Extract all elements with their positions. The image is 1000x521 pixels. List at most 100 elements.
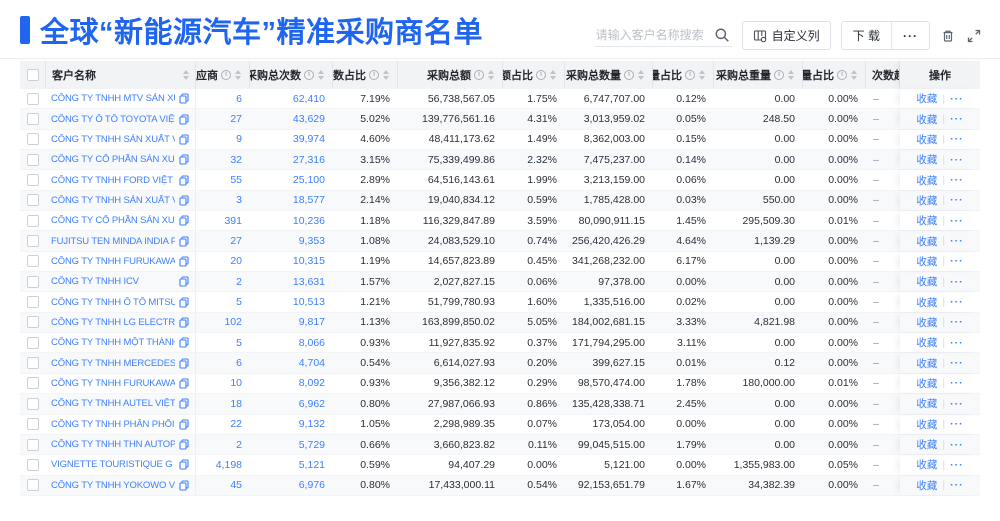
supplier-count-link[interactable]: 5 bbox=[236, 296, 242, 309]
row-checkbox[interactable] bbox=[27, 438, 39, 451]
supplier-count-link[interactable]: 4,198 bbox=[215, 458, 242, 471]
col-header-customer-name[interactable]: 客户名称 bbox=[46, 61, 196, 89]
info-icon[interactable]: i bbox=[221, 70, 231, 80]
info-icon[interactable]: i bbox=[685, 70, 695, 80]
favorite-button[interactable]: 收藏 bbox=[916, 296, 938, 309]
col-header-qty-pct[interactable]: 数量占比 i bbox=[653, 61, 714, 89]
purchase-times-link[interactable]: 8,092 bbox=[298, 377, 325, 390]
supplier-count-link[interactable]: 55 bbox=[230, 174, 242, 187]
row-checkbox[interactable] bbox=[27, 377, 39, 390]
copy-icon[interactable] bbox=[179, 398, 189, 409]
supplier-count-link[interactable]: 20 bbox=[230, 255, 242, 268]
row-checkbox[interactable] bbox=[27, 174, 39, 187]
copy-icon[interactable] bbox=[179, 337, 189, 348]
customer-name-link[interactable]: CÔNG TY TNHH MERCEDES–B... bbox=[51, 357, 175, 369]
customer-name-link[interactable]: VIGNETTE TOURISTIQUE G UNI... bbox=[51, 459, 175, 471]
row-more-button[interactable]: ··· bbox=[950, 113, 964, 126]
col-header-supplier[interactable]: 供应商 i bbox=[196, 61, 250, 89]
purchase-times-link[interactable]: 13,631 bbox=[292, 275, 325, 288]
info-icon[interactable]: i bbox=[837, 70, 847, 80]
favorite-button[interactable]: 收藏 bbox=[916, 113, 938, 126]
supplier-count-link[interactable]: 32 bbox=[230, 153, 242, 166]
purchase-times-link[interactable]: 10,236 bbox=[292, 214, 325, 227]
copy-icon[interactable] bbox=[179, 419, 189, 430]
copy-icon[interactable] bbox=[179, 358, 189, 369]
copy-icon[interactable] bbox=[179, 256, 189, 267]
copy-icon[interactable] bbox=[179, 195, 189, 206]
row-more-button[interactable]: ··· bbox=[950, 194, 964, 207]
sort-icon[interactable] bbox=[488, 70, 494, 80]
col-header-purchase-times[interactable]: 采购总次数 i bbox=[250, 61, 333, 89]
favorite-button[interactable]: 收藏 bbox=[916, 439, 938, 452]
row-checkbox[interactable] bbox=[27, 397, 39, 410]
row-more-button[interactable]: ··· bbox=[950, 397, 964, 410]
info-icon[interactable]: i bbox=[624, 70, 634, 80]
customer-name-link[interactable]: CÔNG TY TNHH SẢN XUẤT VÀ ... bbox=[51, 194, 175, 206]
row-more-button[interactable]: ··· bbox=[950, 214, 964, 227]
customer-name-link[interactable]: CÔNG TY TNHH ICV bbox=[51, 276, 139, 288]
favorite-button[interactable]: 收藏 bbox=[916, 133, 938, 146]
col-header-times-pct[interactable]: 次数占比 i bbox=[333, 61, 398, 89]
row-more-button[interactable]: ··· bbox=[950, 418, 964, 431]
fullscreen-icon[interactable] bbox=[966, 28, 982, 44]
supplier-count-link[interactable]: 27 bbox=[230, 113, 242, 126]
copy-icon[interactable] bbox=[179, 297, 189, 308]
row-checkbox[interactable] bbox=[27, 194, 39, 207]
sort-icon[interactable] bbox=[638, 70, 644, 80]
info-icon[interactable]: i bbox=[474, 70, 484, 80]
row-more-button[interactable]: ··· bbox=[950, 92, 964, 105]
row-more-button[interactable]: ··· bbox=[950, 458, 964, 471]
purchase-times-link[interactable]: 5,729 bbox=[298, 438, 325, 451]
favorite-button[interactable]: 收藏 bbox=[916, 276, 938, 289]
customer-name-link[interactable]: CÔNG TY CỔ PHẦN SẢN XUẤT... bbox=[51, 154, 175, 166]
customer-name-link[interactable]: CÔNG TY TNHH SẢN XUẤT VÀ ... bbox=[51, 133, 175, 145]
sort-icon[interactable] bbox=[550, 70, 556, 80]
supplier-count-link[interactable]: 6 bbox=[236, 357, 242, 370]
row-checkbox[interactable] bbox=[27, 296, 39, 309]
favorite-button[interactable]: 收藏 bbox=[916, 398, 938, 411]
supplier-count-link[interactable]: 3 bbox=[236, 194, 242, 207]
supplier-count-link[interactable]: 102 bbox=[224, 316, 242, 329]
favorite-button[interactable]: 收藏 bbox=[916, 459, 938, 472]
purchase-times-link[interactable]: 6,962 bbox=[298, 397, 325, 410]
copy-icon[interactable] bbox=[179, 236, 189, 247]
customer-name-link[interactable]: CÔNG TY TNHH AUTEL VIỆT N... bbox=[51, 398, 175, 410]
supplier-count-link[interactable]: 391 bbox=[224, 214, 242, 227]
purchase-times-link[interactable]: 9,132 bbox=[298, 418, 325, 431]
download-more-button[interactable]: ··· bbox=[891, 22, 929, 49]
favorite-button[interactable]: 收藏 bbox=[916, 93, 938, 106]
favorite-button[interactable]: 收藏 bbox=[916, 316, 938, 329]
col-header-amount-pct[interactable]: 总额占比 i bbox=[503, 61, 565, 89]
search-input[interactable] bbox=[595, 28, 714, 42]
purchase-times-link[interactable]: 9,353 bbox=[298, 235, 325, 248]
row-more-button[interactable]: ··· bbox=[950, 377, 964, 390]
col-header-trend[interactable]: 次数趋势 bbox=[866, 61, 900, 89]
row-checkbox[interactable] bbox=[27, 214, 39, 227]
info-icon[interactable]: i bbox=[304, 70, 314, 80]
purchase-times-link[interactable]: 9,817 bbox=[298, 316, 325, 329]
customer-name-link[interactable]: CÔNG TY TNHH YOKOWO VIỆT... bbox=[51, 479, 175, 491]
info-icon[interactable]: i bbox=[536, 70, 546, 80]
supplier-count-link[interactable]: 45 bbox=[230, 479, 242, 492]
favorite-button[interactable]: 收藏 bbox=[916, 235, 938, 248]
row-checkbox[interactable] bbox=[27, 275, 39, 288]
favorite-button[interactable]: 收藏 bbox=[916, 194, 938, 207]
favorite-button[interactable]: 收藏 bbox=[916, 357, 938, 370]
row-more-button[interactable]: ··· bbox=[950, 133, 964, 146]
col-header-qty[interactable]: 采购总数量 i bbox=[565, 61, 653, 89]
sort-icon[interactable] bbox=[788, 70, 794, 80]
row-checkbox[interactable] bbox=[27, 357, 39, 370]
purchase-times-link[interactable]: 25,100 bbox=[292, 174, 325, 187]
customer-name-link[interactable]: CÔNG TY TNHH FURUKAWA A... bbox=[51, 255, 175, 267]
favorite-button[interactable]: 收藏 bbox=[916, 418, 938, 431]
info-icon[interactable]: i bbox=[369, 70, 379, 80]
purchase-times-link[interactable]: 27,316 bbox=[292, 153, 325, 166]
purchase-times-link[interactable]: 39,974 bbox=[292, 133, 325, 146]
row-more-button[interactable]: ··· bbox=[950, 316, 964, 329]
purchase-times-link[interactable]: 4,704 bbox=[298, 357, 325, 370]
row-more-button[interactable]: ··· bbox=[950, 235, 964, 248]
row-checkbox[interactable] bbox=[27, 235, 39, 248]
sort-icon[interactable] bbox=[383, 70, 389, 80]
purchase-times-link[interactable]: 5,121 bbox=[298, 458, 325, 471]
info-icon[interactable]: i bbox=[774, 70, 784, 80]
